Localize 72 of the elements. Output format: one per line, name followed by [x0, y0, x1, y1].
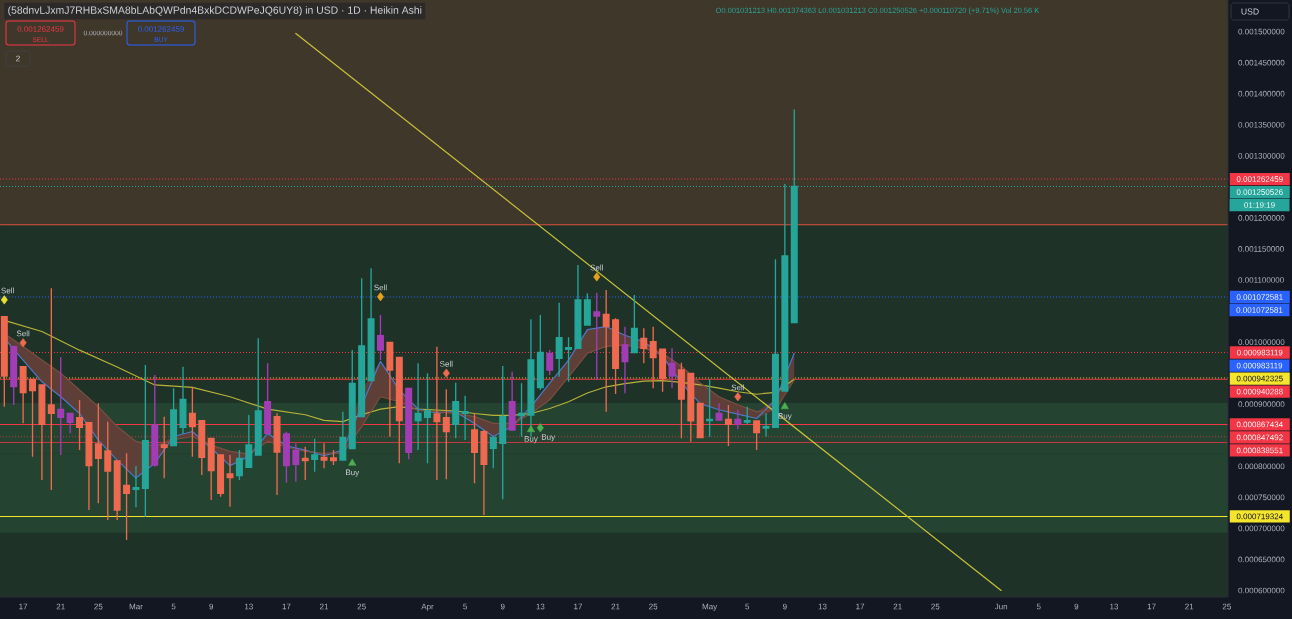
- y-tick-label: 0.001200000: [1238, 215, 1285, 221]
- ref-line-label: 0.000838551: [1236, 447, 1283, 454]
- x-tick-label: 9: [783, 603, 787, 610]
- ref-line-label: 0.000867434: [1236, 421, 1283, 428]
- x-tick-label: 21: [1185, 603, 1194, 610]
- y-tick-label: 0.000600000: [1238, 587, 1285, 594]
- y-tick-label: 0.000650000: [1238, 556, 1285, 563]
- ref-line-label: 0.000983119: [1237, 349, 1283, 356]
- x-tick-label: 9: [1074, 603, 1079, 610]
- x-tick-label: 9: [209, 603, 214, 610]
- x-tick-label: 5: [463, 603, 468, 610]
- x-tick-label: 17: [1147, 603, 1156, 610]
- x-tick-label: 17: [282, 603, 291, 610]
- ref-line-label: 0.001072581: [1236, 294, 1283, 300]
- annotation: Buy: [541, 434, 556, 442]
- annotation: Sell: [16, 330, 30, 337]
- annotation: Sell: [731, 384, 744, 391]
- x-tick-label: 17: [19, 603, 28, 610]
- x-tick-label: 21: [320, 603, 329, 610]
- text: 0.000983119: [1236, 362, 1283, 369]
- y-tick-label: 0.001150000: [1238, 246, 1284, 252]
- x-tick-label: 25: [1222, 603, 1231, 610]
- y-tick-label: 0.001500000: [1238, 28, 1285, 35]
- x-tick-label: May: [702, 603, 718, 611]
- x-tick-label: 21: [893, 603, 902, 610]
- annotation: Sell: [374, 284, 387, 291]
- text: (58dnvLJxmJ7RHBxSMA8bLAbQWPdn4BxkDCDWPeJQ6UY8) in USD · 1D · Heikin Ashi: [8, 6, 422, 16]
- x-tick-label: 13: [818, 603, 827, 610]
- x-tick-label: 9: [500, 603, 505, 610]
- y-tick-label: 0.000700000: [1238, 525, 1285, 532]
- text: 01:19:19: [1244, 202, 1275, 208]
- x-tick-label: 25: [357, 603, 366, 610]
- text: 0.001072581: [1236, 307, 1283, 313]
- x-tick-label: 25: [94, 603, 103, 610]
- x-tick-label: 13: [1110, 603, 1119, 610]
- x-tick-label: 13: [536, 603, 545, 610]
- x-tick-label: 17: [856, 603, 865, 610]
- x-tick-label: 5: [745, 603, 750, 610]
- x-tick-label: Mar: [129, 603, 143, 610]
- x-tick-label: 5: [171, 603, 176, 610]
- y-tick-label: 0.001300000: [1238, 152, 1285, 159]
- y-tick-label: 0.000900000: [1238, 401, 1285, 408]
- x-tick-label: 13: [244, 603, 253, 610]
- ref-line-label: 0.000942325: [1236, 375, 1283, 382]
- y-tick-label: 0.000800000: [1238, 463, 1285, 470]
- ref-line-label: 0.000719324: [1236, 513, 1283, 520]
- ref-line-label: 0.000847492: [1236, 434, 1283, 441]
- annotation: 0.001262459: [137, 26, 184, 32]
- y-tick-label: 0.001100000: [1238, 277, 1284, 283]
- x-tick-label: 21: [56, 603, 65, 610]
- y-tick-label: 0.001000000: [1238, 339, 1285, 345]
- x-tick-label: 21: [611, 603, 620, 610]
- annotation: Sell: [1, 287, 14, 294]
- y-tick-label: 0.001450000: [1238, 59, 1285, 66]
- x-tick-label: 17: [574, 603, 583, 610]
- ref-line-label: 0.000940288: [1236, 388, 1283, 395]
- text: USD: [1241, 8, 1259, 15]
- annotation: Buy: [346, 469, 360, 477]
- y-tick-label: 0.000750000: [1238, 494, 1285, 501]
- annotation: Buy: [524, 436, 538, 444]
- ref-line-label: 0.001250526: [1236, 189, 1283, 195]
- annotation: 0.001262459: [17, 26, 64, 32]
- x-tick-label: 25: [931, 603, 940, 610]
- x-tick-label: 25: [649, 603, 658, 610]
- x-tick-label: Apr: [421, 603, 434, 611]
- x-tick-label: Jun: [994, 603, 1008, 610]
- ref-line-label: 0.001262459: [1236, 176, 1283, 182]
- x-tick-label: 5: [1036, 603, 1041, 610]
- y-tick-label: 0.001350000: [1238, 121, 1285, 128]
- annotation: 2: [16, 55, 20, 62]
- annotation: Sell: [439, 360, 453, 367]
- y-tick-label: 0.001400000: [1238, 90, 1285, 97]
